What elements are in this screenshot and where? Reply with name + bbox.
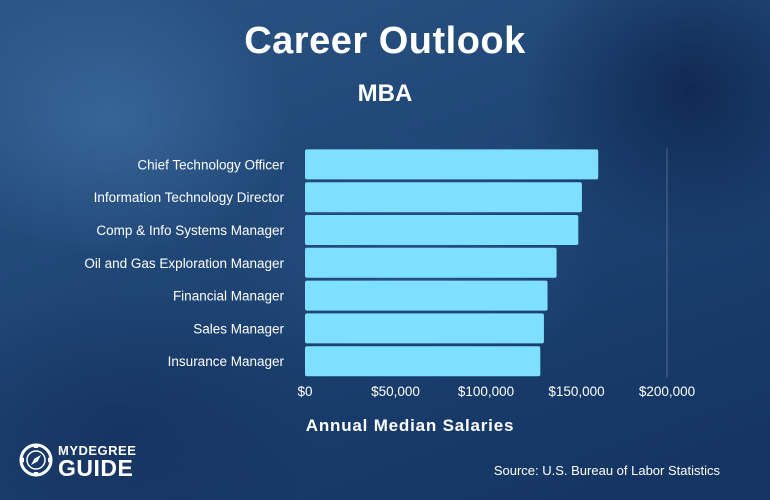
bar <box>305 346 541 377</box>
x-tick-label: $50,000 <box>371 384 420 399</box>
category-label: Information Technology Director <box>94 190 285 205</box>
category-label: Oil and Gas Exploration Manager <box>84 256 284 271</box>
category-label: Sales Manager <box>193 321 284 336</box>
x-tick-label: $100,000 <box>458 384 514 399</box>
mydegreeguide-logo: MYDEGREE GUIDE <box>18 440 143 482</box>
x-tick-label: $150,000 <box>548 384 604 399</box>
logo-text-bottom: GUIDE <box>58 455 134 481</box>
chart-title: Career Outlook <box>244 20 526 62</box>
bar <box>305 149 599 180</box>
x-tick-label: $0 <box>297 384 312 399</box>
source-note: Source: U.S. Bureau of Labor Statistics <box>493 463 720 478</box>
logo-text-top: MYDEGREE <box>58 443 137 458</box>
category-label: Insurance Manager <box>168 354 285 369</box>
chart-subtitle: MBA <box>357 80 413 107</box>
bar <box>305 182 582 213</box>
compass-icon <box>19 443 53 477</box>
bar <box>305 247 557 278</box>
category-label: Chief Technology Officer <box>137 157 284 172</box>
bar <box>305 280 548 311</box>
bar <box>305 215 579 245</box>
x-tick-label: $200,000 <box>639 384 695 399</box>
x-axis-label: Annual Median Salaries <box>305 416 515 435</box>
category-label: Financial Manager <box>173 289 285 304</box>
category-label: Comp & Info Systems Manager <box>96 223 284 238</box>
bar <box>305 313 544 344</box>
